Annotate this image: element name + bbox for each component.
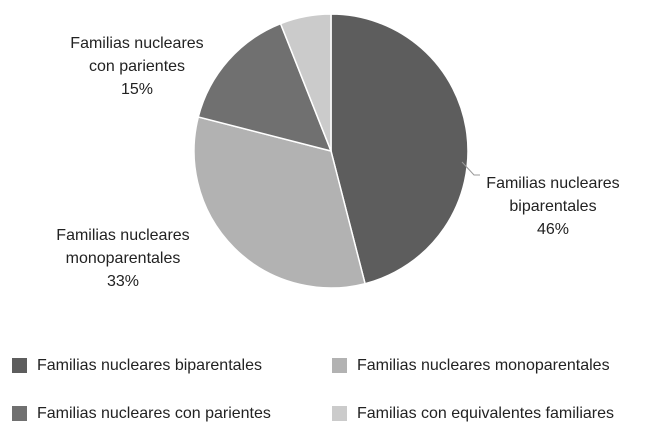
legend-label: Familias nucleares monoparentales <box>357 357 610 374</box>
legend-label: Familias nucleares con parientes <box>37 405 271 422</box>
slice-label: Familias nucleares con parientes <box>70 35 204 75</box>
slice-value-label: 46% <box>536 221 570 238</box>
pie-slice <box>279 13 332 152</box>
legend-swatch <box>12 406 27 421</box>
pie-slice <box>193 116 366 289</box>
legend-label: Familias nucleares biparentales <box>37 357 262 374</box>
slice-value-label: 33% <box>106 273 140 290</box>
legend-swatch <box>12 358 27 373</box>
pie-slice <box>330 13 469 285</box>
slice-value-label: 15% <box>120 81 154 98</box>
legend-swatch <box>332 406 347 421</box>
slice-label: Familias nucleares biparentales <box>486 175 620 215</box>
pie-slice <box>197 22 333 153</box>
slice-label: Familias nucleares monoparentales <box>56 227 190 267</box>
leader-line <box>461 161 480 176</box>
legend-swatch <box>332 358 347 373</box>
legend-label: Familias con equivalentes familiares <box>357 405 614 422</box>
